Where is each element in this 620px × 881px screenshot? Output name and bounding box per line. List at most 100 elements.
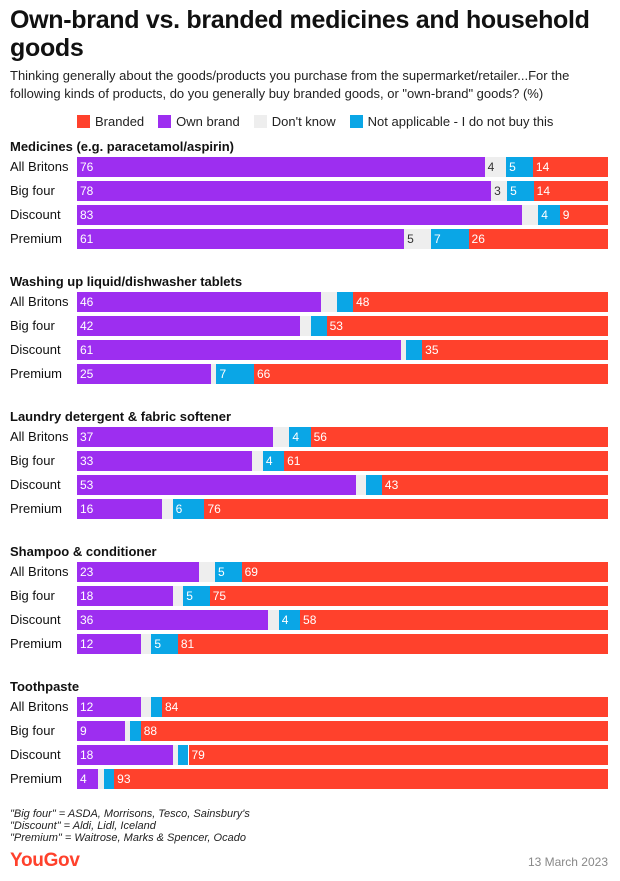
- row-label-big-four: Big four: [10, 723, 55, 738]
- legend-item-own-brand: Own brand: [158, 114, 240, 129]
- bar-segment-dont-know: [484, 157, 507, 177]
- footnote-big-four: "Big four" = ASDA, Morrisons, Tesco, Sai…: [10, 808, 250, 820]
- data-label-own-brand: 16: [80, 502, 94, 516]
- bar-segment-dont-know: [252, 451, 263, 471]
- data-label-own-brand: 61: [80, 232, 94, 246]
- data-label-own-brand: 53: [80, 478, 94, 492]
- bar-segment-branded: [209, 586, 608, 606]
- data-label-not-applicable: 5: [186, 589, 193, 603]
- data-label-branded: 69: [244, 565, 258, 579]
- bar-segment-own-brand: [77, 697, 141, 717]
- bar-segment-dont-know: [273, 427, 290, 447]
- row-label-big-four: Big four: [10, 183, 55, 198]
- bar-toothpaste-discount: 18 79: [77, 745, 608, 765]
- bar-laundry-detergent-fabric-softener-premium: 16 6 76: [77, 499, 608, 519]
- bar-segment-own-brand: [77, 610, 269, 630]
- bar-segment-branded: [468, 229, 608, 249]
- row-label-discount: Discount: [10, 207, 61, 222]
- data-label-own-brand: 12: [80, 700, 94, 714]
- bar-segment-own-brand: [77, 364, 212, 384]
- data-label-branded: 84: [164, 700, 179, 714]
- data-label-own-brand: 83: [80, 208, 94, 222]
- bar-segment-not-applicable: [366, 475, 382, 495]
- bar-toothpaste-big-four: 9 88: [77, 721, 608, 741]
- data-label-own-brand: 42: [80, 319, 94, 333]
- bar-segment-own-brand: [77, 586, 173, 606]
- bar-segment-own-brand: [77, 745, 173, 765]
- legend-item-not-applicable: Not applicable - I do not buy this: [349, 113, 554, 129]
- row-label-all-britons: All Britons: [10, 564, 69, 579]
- data-label-branded: 58: [303, 613, 317, 627]
- bar-medicines-e-g-paracetamol-aspirin-all-britons: 76 4 5 14: [77, 157, 608, 177]
- chart-subtitle: Thinking generally about the goods/produ…: [10, 68, 570, 101]
- bar-segment-dont-know: [98, 769, 104, 789]
- legend-label-not-applicable: Not applicable - I do not buy this: [367, 113, 554, 129]
- data-label-own-brand: 33: [80, 454, 94, 468]
- bar-segment-branded: [284, 451, 608, 471]
- data-label-own-brand: 37: [80, 430, 94, 444]
- bar-segment-branded: [177, 634, 608, 654]
- data-label-not-applicable: 5: [510, 184, 517, 198]
- bar-segment-not-applicable: [337, 292, 354, 312]
- data-label-not-applicable: 5: [218, 565, 225, 579]
- bar-toothpaste-all-britons: 12 84: [77, 697, 608, 717]
- bar-segment-own-brand: [77, 427, 274, 447]
- bar-medicines-e-g-paracetamol-aspirin-big-four: 78 3 5 14: [77, 181, 608, 201]
- data-label-own-brand: 78: [80, 184, 94, 198]
- bar-segment-own-brand: [77, 205, 523, 225]
- bar-segment-branded: [559, 205, 608, 225]
- data-label-own-brand: 61: [80, 343, 94, 357]
- row-label-all-britons: All Britons: [10, 699, 69, 714]
- bar-segment-not-applicable: [538, 205, 560, 225]
- bar-segment-not-applicable: [183, 586, 210, 606]
- bar-segment-branded: [353, 292, 608, 312]
- legend-item-branded: Branded: [77, 114, 144, 129]
- data-label-branded: 61: [287, 454, 301, 468]
- data-label-branded: 76: [207, 502, 221, 516]
- bar-segment-own-brand: [77, 340, 401, 360]
- bar-segment-dont-know: [140, 697, 152, 717]
- bar-segment-branded: [533, 181, 608, 201]
- bar-segment-own-brand: [77, 769, 99, 789]
- bar-segment-own-brand: [77, 721, 125, 741]
- data-label-branded: 81: [180, 637, 195, 651]
- row-label-premium: Premium: [10, 771, 63, 786]
- data-label-branded: 66: [257, 367, 271, 381]
- bar-segment-dont-know: [140, 634, 152, 654]
- bar-segment-own-brand: [77, 316, 301, 336]
- data-label-not-applicable: 4: [281, 613, 289, 627]
- row-label-premium: Premium: [10, 501, 63, 516]
- data-label-branded: 35: [425, 343, 439, 357]
- data-label-not-applicable: 5: [154, 637, 162, 651]
- data-label-branded: 53: [329, 319, 343, 333]
- bar-segment-dont-know: [355, 475, 367, 495]
- legend-label-branded: Branded: [95, 113, 145, 129]
- data-label-branded: 14: [536, 184, 551, 198]
- chart-title: Own-brand vs. branded medicines and hous…: [10, 6, 590, 62]
- footnote-discount: "Discount" = Aldi, Lidl, Iceland: [10, 820, 156, 832]
- data-label-not-applicable: 4: [292, 430, 300, 444]
- data-label-branded: 48: [356, 295, 370, 309]
- data-label-branded: 56: [313, 430, 327, 444]
- data-label-not-applicable: 7: [434, 232, 441, 246]
- bar-segment-not-applicable: [151, 697, 162, 717]
- legend-swatch-not-applicable: [349, 114, 363, 128]
- footnote-premium: "Premium" = Waitrose, Marks & Spencer, O…: [10, 832, 246, 844]
- data-label-not-applicable: 7: [219, 367, 227, 381]
- bar-segment-own-brand: [77, 499, 162, 519]
- bar-segment-dont-know: [491, 181, 508, 201]
- bar-medicines-e-g-paracetamol-aspirin-discount: 83 4 9: [77, 205, 608, 225]
- bar-segment-not-applicable: [406, 340, 423, 360]
- data-label-own-brand: 23: [80, 565, 94, 579]
- data-label-dont-know: 3: [494, 184, 501, 198]
- bar-segment-not-applicable: [215, 562, 242, 582]
- row-label-premium: Premium: [10, 231, 63, 246]
- row-label-all-britons: All Britons: [10, 429, 69, 444]
- bar-segment-not-applicable: [506, 157, 533, 177]
- data-label-own-brand: 46: [80, 295, 94, 309]
- bar-segment-dont-know: [404, 229, 431, 249]
- bar-toothpaste-premium: 4 93: [77, 769, 608, 789]
- row-label-all-britons: All Britons: [10, 159, 69, 174]
- data-label-branded: 14: [535, 160, 550, 174]
- bar-segment-own-brand: [77, 229, 405, 249]
